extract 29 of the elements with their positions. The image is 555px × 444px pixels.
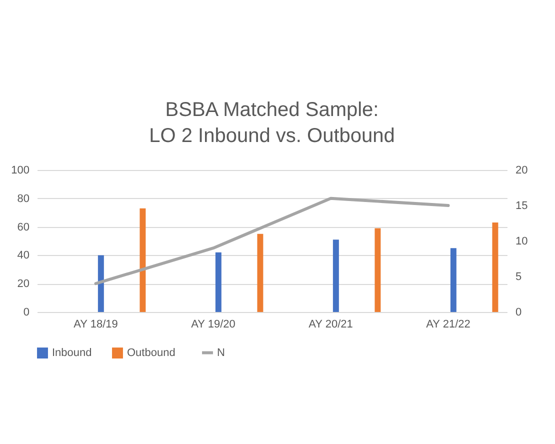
x-tick-label: AY 20/21 — [308, 318, 353, 330]
bar — [215, 252, 222, 312]
line-series — [94, 196, 450, 286]
legend-label: Inbound — [52, 347, 92, 360]
bar — [257, 234, 264, 312]
text: BSBA Matched Sample: — [165, 99, 379, 121]
y2-tick-label: 15 — [516, 200, 528, 212]
y2-tick-label: 20 — [516, 164, 528, 176]
y-tick-label: 60 — [17, 221, 30, 234]
x-tick-label: AY 19/20 — [191, 318, 236, 330]
bar — [492, 222, 498, 312]
y2-tick-label: 0 — [516, 306, 522, 318]
x-tick-label: AY 21/22 — [426, 318, 470, 330]
bar — [374, 228, 381, 312]
text: LO 2 Inbound vs. Outbound — [149, 125, 395, 147]
bar — [332, 240, 339, 312]
y-tick-label: 40 — [17, 250, 30, 262]
legend-label: N — [217, 346, 225, 359]
y2-tick-label: 5 — [516, 271, 522, 283]
y-tick-label: 0 — [23, 306, 30, 318]
bar — [140, 208, 146, 312]
y-tick-label: 20 — [17, 278, 30, 290]
bar — [450, 248, 456, 312]
y2-tick-label: 10 — [516, 236, 528, 248]
y-tick-label: 80 — [17, 192, 30, 205]
bar — [98, 255, 104, 312]
x-tick-label: AY 18/19 — [74, 318, 118, 330]
y-tick-label: 100 — [11, 164, 30, 176]
legend-label: Outbound — [127, 347, 176, 360]
